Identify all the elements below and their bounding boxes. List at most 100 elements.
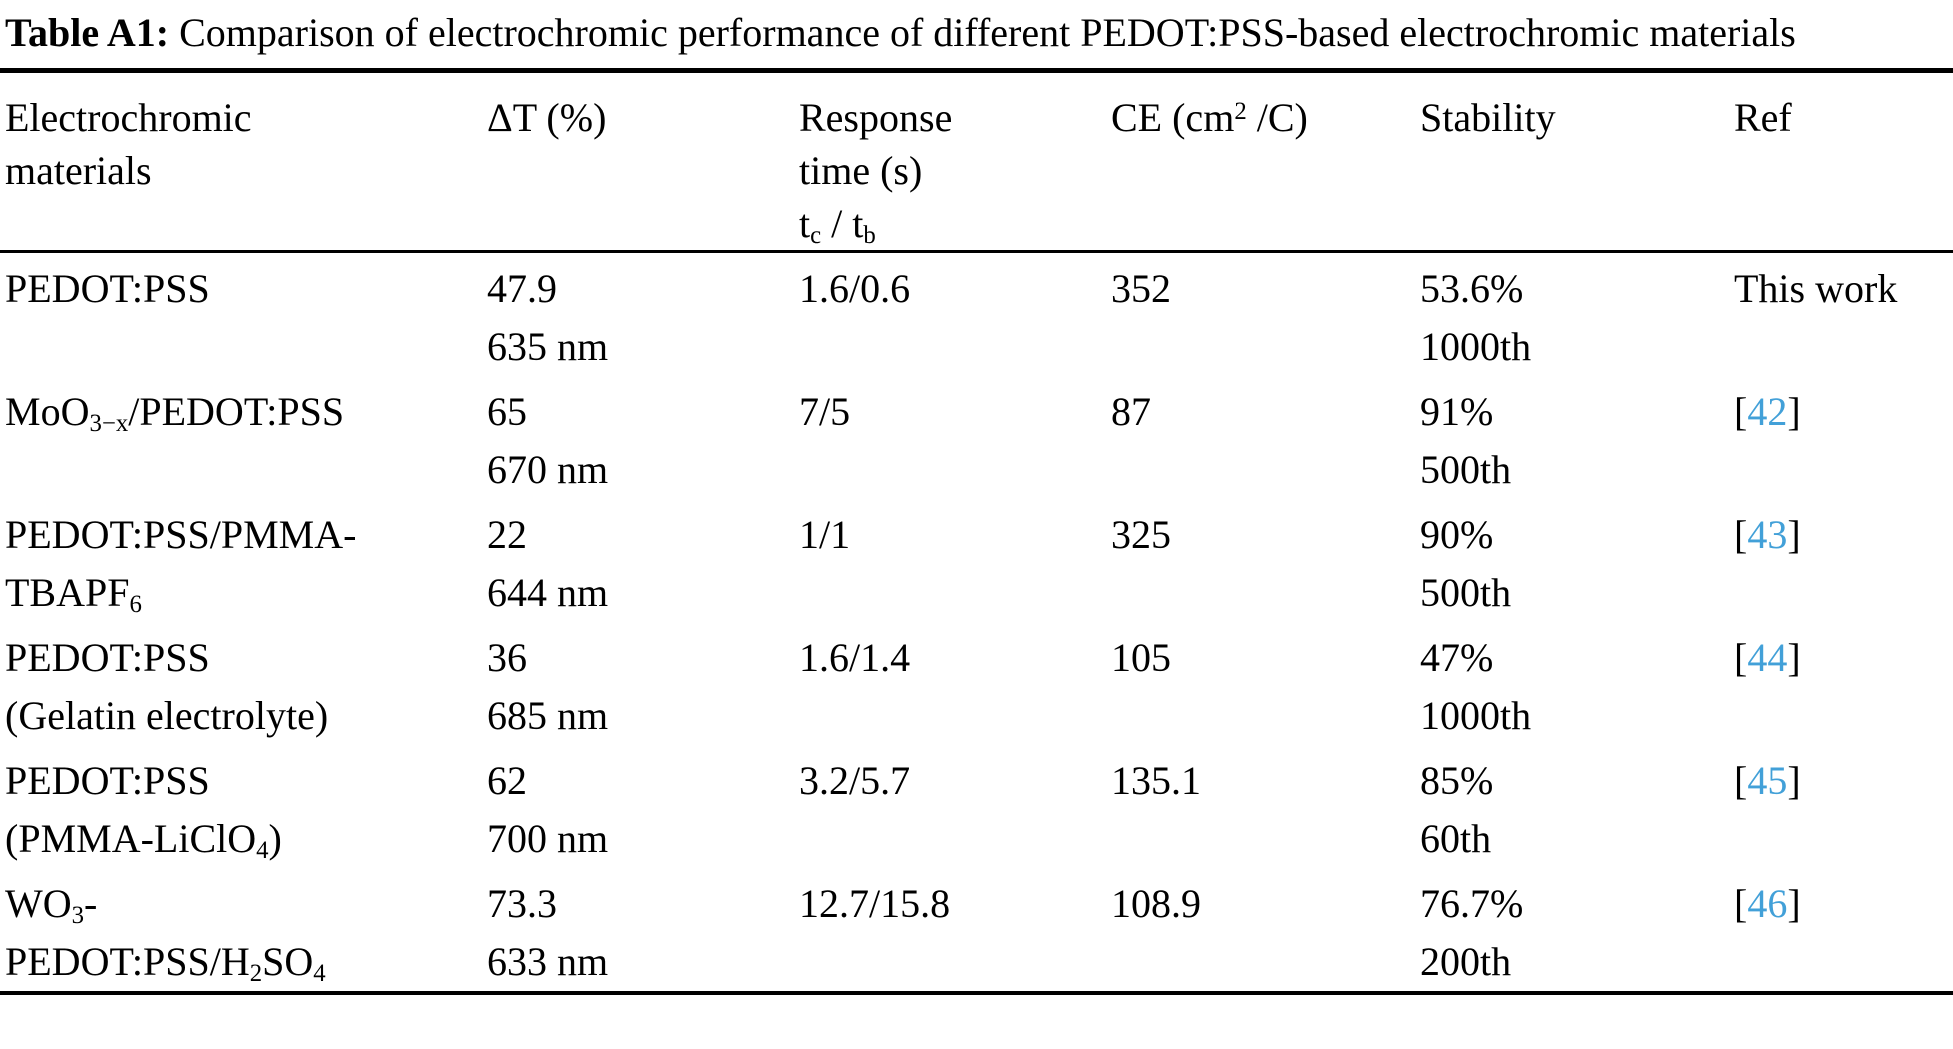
ref-bracket-open: [ <box>1734 881 1748 926</box>
header-line <box>1111 197 1420 249</box>
ce-cell: 135.1 <box>1111 745 1420 868</box>
header-line: Response <box>799 95 953 140</box>
ref-line: [46] <box>1734 875 1953 933</box>
ref-line: [45] <box>1734 752 1953 810</box>
response-cell: 1.6/0.6 <box>799 252 1111 377</box>
delta-t-value: 36 <box>487 635 527 680</box>
citation-link[interactable]: 44 <box>1747 635 1788 680</box>
material-name: (PMMA-LiClO4) <box>5 816 282 865</box>
ref-bracket-close: ] <box>1787 881 1801 926</box>
ref-bracket-open: [ <box>1734 758 1748 803</box>
citation-link[interactable]: 46 <box>1747 881 1788 926</box>
response-time-value: 1.6/0.6 <box>799 266 911 311</box>
response-cell: 1/1 <box>799 499 1111 622</box>
header-line <box>487 197 799 249</box>
table-body: PEDOT:PSS 47.9 635 nm 1.6/0.6 352 53.6% … <box>0 252 1953 994</box>
material-name: PEDOT:PSS <box>5 635 210 680</box>
ref-bracket-close: ] <box>1787 758 1801 803</box>
material-name: WO3- <box>5 881 98 930</box>
citation-link[interactable]: 45 <box>1747 758 1788 803</box>
material-cell: PEDOT:PSS (PMMA-LiClO4) <box>0 745 487 868</box>
ref-bracket-close: ] <box>1787 512 1801 557</box>
comparison-table: Electrochromic materials ΔT (%) Response… <box>0 68 1953 995</box>
delta-t-cell: 36 685 nm <box>487 622 799 745</box>
response-cell: 1.6/1.4 <box>799 622 1111 745</box>
ref-text: This work <box>1734 266 1898 311</box>
material-cell: PEDOT:PSS <box>0 252 487 377</box>
header-line: Stability <box>1420 95 1556 140</box>
material-name: (Gelatin electrolyte) <box>5 693 329 738</box>
wavelength-value: 635 nm <box>487 324 609 369</box>
column-header-ref: Ref <box>1734 70 1953 253</box>
header-line <box>1734 197 1953 249</box>
stability-cycles: 500th <box>1420 447 1512 492</box>
table-row: PEDOT:PSS (PMMA-LiClO4) 62 700 nm 3.2/5.… <box>0 745 1953 868</box>
wavelength-value: 644 nm <box>487 570 609 615</box>
response-time-value: 3.2/5.7 <box>799 758 911 803</box>
header-line <box>1734 144 1953 197</box>
stability-cycles: 200th <box>1420 939 1512 984</box>
material-name: PEDOT:PSS/H2SO4 <box>5 939 326 988</box>
header-line: Ref <box>1734 95 1792 140</box>
delta-t-value: 65 <box>487 389 527 434</box>
wavelength-value: 685 nm <box>487 693 609 738</box>
header-line <box>1420 197 1734 249</box>
delta-t-cell: 65 670 nm <box>487 376 799 499</box>
header-line: Electrochromic <box>5 95 252 140</box>
header-line: CE (cm2 /C) <box>1111 95 1308 140</box>
ce-cell: 105 <box>1111 622 1420 745</box>
ref-bracket-close: ] <box>1787 635 1801 680</box>
ce-value: 135.1 <box>1111 758 1201 803</box>
stability-percentage: 76.7% <box>1420 881 1524 926</box>
response-cell: 12.7/15.8 <box>799 868 1111 993</box>
ce-cell: 108.9 <box>1111 868 1420 993</box>
response-time-value: 12.7/15.8 <box>799 881 951 926</box>
response-time-value: 7/5 <box>799 389 851 434</box>
wavelength-value: 700 nm <box>487 816 609 861</box>
stability-cycles: 1000th <box>1420 324 1532 369</box>
delta-t-cell: 22 644 nm <box>487 499 799 622</box>
delta-t-value: 62 <box>487 758 527 803</box>
response-cell: 3.2/5.7 <box>799 745 1111 868</box>
stability-cell: 47% 1000th <box>1420 622 1734 745</box>
material-cell: PEDOT:PSS (Gelatin electrolyte) <box>0 622 487 745</box>
header-line: ΔT (%) <box>487 95 607 140</box>
table-caption: Table A1: Comparison of electrochromic p… <box>0 0 1953 68</box>
material-name: TBAPF6 <box>5 570 142 619</box>
stability-cycles: 1000th <box>1420 693 1532 738</box>
stability-cell: 53.6% 1000th <box>1420 252 1734 377</box>
header-line <box>5 197 487 249</box>
ref-line: This work <box>1734 260 1953 318</box>
header-row: Electrochromic materials ΔT (%) Response… <box>0 70 1953 253</box>
stability-percentage: 90% <box>1420 512 1494 557</box>
material-cell: MoO3−x/PEDOT:PSS <box>0 376 487 499</box>
ref-bracket-open: [ <box>1734 512 1748 557</box>
stability-cell: 90% 500th <box>1420 499 1734 622</box>
delta-t-cell: 62 700 nm <box>487 745 799 868</box>
stability-cell: 91% 500th <box>1420 376 1734 499</box>
column-header-response-time: Response time (s) tc / tb <box>799 70 1111 253</box>
stability-percentage: 85% <box>1420 758 1494 803</box>
ref-bracket-open: [ <box>1734 635 1748 680</box>
header-line <box>1111 144 1420 197</box>
stability-cycles: 60th <box>1420 816 1492 861</box>
material-cell: WO3- PEDOT:PSS/H2SO4 <box>0 868 487 993</box>
delta-t-value: 22 <box>487 512 527 557</box>
column-header-delta-t: ΔT (%) <box>487 70 799 253</box>
table-caption-label: Table A1: <box>5 10 170 55</box>
ce-cell: 352 <box>1111 252 1420 377</box>
delta-t-value: 73.3 <box>487 881 557 926</box>
ref-line: [42] <box>1734 383 1953 441</box>
material-name: PEDOT:PSS <box>5 758 210 803</box>
table-row: PEDOT:PSS/PMMA- TBAPF6 22 644 nm 1/1 325… <box>0 499 1953 622</box>
citation-link[interactable]: 43 <box>1747 512 1788 557</box>
ce-cell: 87 <box>1111 376 1420 499</box>
material-cell: PEDOT:PSS/PMMA- TBAPF6 <box>0 499 487 622</box>
ce-cell: 325 <box>1111 499 1420 622</box>
material-name: PEDOT:PSS <box>5 266 210 311</box>
stability-percentage: 47% <box>1420 635 1494 680</box>
citation-link[interactable]: 42 <box>1747 389 1788 434</box>
material-name: PEDOT:PSS/PMMA- <box>5 512 357 557</box>
header-line: materials <box>5 148 152 193</box>
ref-cell: [45] <box>1734 745 1953 868</box>
